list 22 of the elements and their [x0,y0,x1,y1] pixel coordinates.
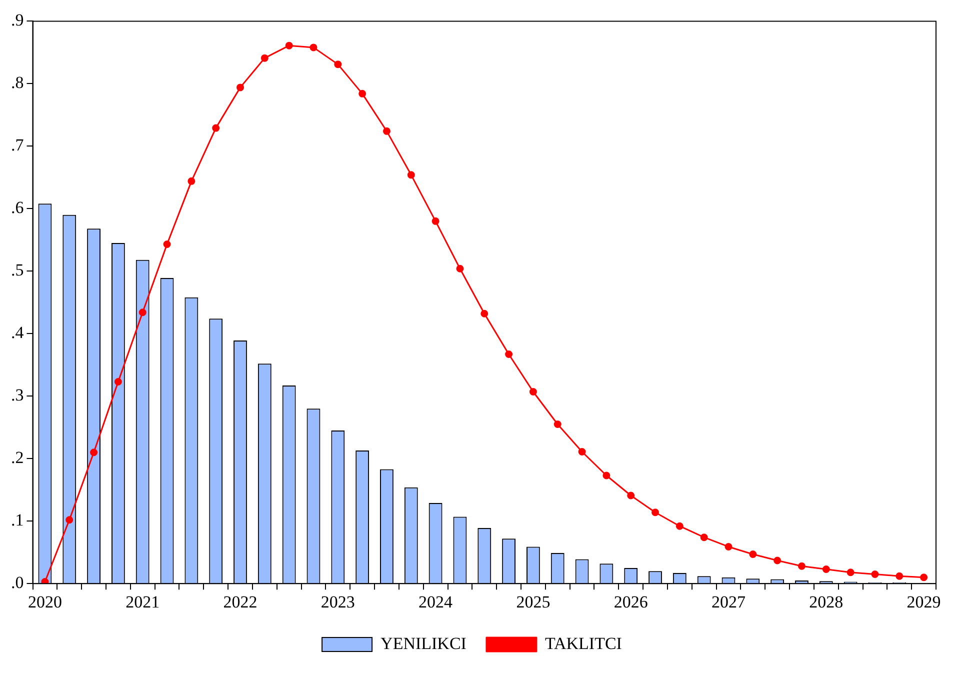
y-tick-label: .1 [11,510,24,530]
y-tick-label: .4 [11,323,24,342]
x-tick-label: 2024 [418,592,454,612]
x-tick-label: 2022 [223,592,258,612]
y-tick-label: .8 [11,73,24,92]
y-tick-label: .2 [11,448,24,468]
y-tick-label: .6 [11,198,24,218]
legend-label: YENILIKCI [380,634,467,653]
y-tick-label: .3 [11,386,24,405]
y-tick-label: .7 [11,136,24,155]
x-tick-label: 2028 [809,592,844,612]
x-tick-label: 2023 [320,592,355,612]
y-tick-label: .5 [11,260,24,280]
x-tick-label: 2021 [126,592,160,612]
x-tick-label: 2029 [906,592,941,612]
y-tick-label: .9 [11,10,24,30]
x-tick-label: 2026 [614,592,648,612]
y-tick-label: .0 [11,573,24,592]
legend-label: TAKLITCI [544,634,622,653]
x-tick-label: 2020 [28,592,62,612]
x-tick-label: 2027 [711,592,746,612]
x-tick-label: 2025 [516,592,550,612]
